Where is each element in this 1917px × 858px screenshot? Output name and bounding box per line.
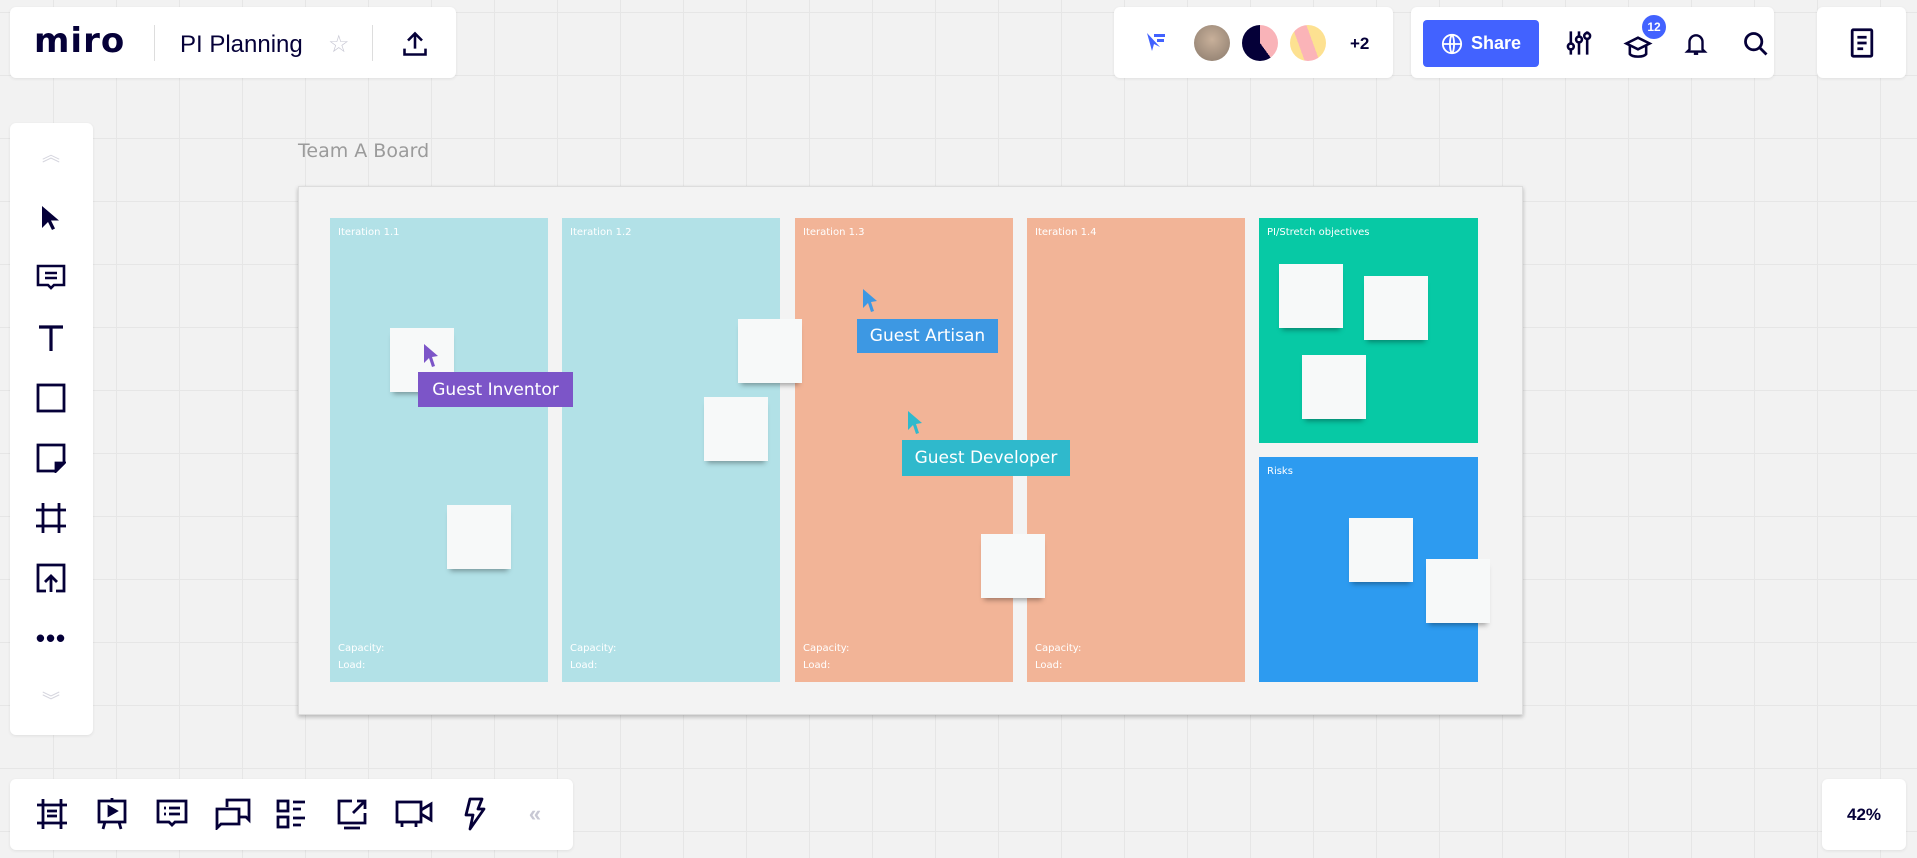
sticky-note[interactable]	[1349, 518, 1413, 582]
bottom-toolbar: «	[10, 779, 573, 850]
bell-icon[interactable]	[1681, 29, 1711, 59]
select-cursor-icon[interactable]	[34, 201, 68, 235]
text-tool-icon[interactable]	[34, 321, 68, 355]
cursor-label-guest-inventor: Guest Inventor	[418, 372, 573, 407]
learning-cap-icon[interactable]	[1621, 31, 1655, 63]
column-iteration-1-1[interactable]: Iteration 1.1 Capacity: Load:	[330, 218, 548, 682]
search-icon[interactable]	[1741, 29, 1771, 59]
video-call-icon[interactable]	[394, 796, 434, 832]
card-list-icon[interactable]	[274, 796, 310, 832]
sticky-note[interactable]	[1426, 559, 1490, 623]
star-icon[interactable]: ☆	[328, 31, 350, 58]
frames-icon[interactable]	[34, 796, 70, 832]
column-title: Iteration 1.4	[1035, 227, 1097, 238]
screen-share-icon[interactable]	[334, 796, 370, 832]
avatar[interactable]	[1194, 25, 1230, 61]
frame-icon[interactable]	[34, 501, 68, 535]
share-label: Share	[1470, 33, 1522, 53]
zoom-value: 42%	[1846, 804, 1882, 824]
globe-icon	[1441, 33, 1463, 54]
follow-cursor-icon[interactable]	[1144, 31, 1168, 55]
left-toolbar: ︽ ••• ︾	[10, 123, 93, 735]
miro-logo[interactable]: miro	[34, 21, 126, 61]
presentation-icon[interactable]	[94, 796, 130, 832]
divider	[372, 25, 373, 61]
settings-sliders-icon[interactable]	[1563, 27, 1595, 59]
frame-title[interactable]: Team A Board	[298, 140, 430, 162]
column-title: Iteration 1.3	[803, 227, 865, 238]
chat-icon[interactable]	[214, 796, 252, 832]
sticky-note[interactable]	[1279, 264, 1343, 328]
collapse-toolbar-icon[interactable]: «	[528, 801, 542, 826]
upload-file-icon[interactable]	[34, 561, 68, 595]
cursor-label-guest-artisan: Guest Artisan	[857, 319, 998, 353]
sticky-note[interactable]	[738, 319, 802, 383]
lightning-apps-icon[interactable]	[456, 796, 492, 832]
cursor-icon	[424, 344, 438, 367]
sticky-note[interactable]	[1364, 276, 1428, 340]
cursor-label-guest-developer: Guest Developer	[902, 440, 1070, 476]
sticky-note[interactable]	[981, 534, 1045, 598]
capacity-label: Capacity:	[570, 643, 617, 654]
upload-icon[interactable]	[398, 27, 432, 61]
cursor-icon	[863, 289, 877, 312]
zoom-level[interactable]: 42%	[1822, 779, 1906, 850]
board-header: miro PI Planning ☆	[10, 7, 456, 78]
board-outline-button[interactable]	[1817, 7, 1906, 78]
capacity-label: Capacity:	[1035, 643, 1082, 654]
sticky-note[interactable]	[1302, 355, 1366, 419]
objectives-title: PI/Stretch objectives	[1267, 227, 1370, 238]
rectangle-shape-icon[interactable]	[34, 381, 68, 415]
risks-title: Risks	[1267, 466, 1293, 477]
comment-text-icon[interactable]	[34, 261, 68, 295]
sticky-note[interactable]	[447, 505, 511, 569]
column-title: Iteration 1.2	[570, 227, 632, 238]
avatar[interactable]	[1242, 25, 1278, 61]
share-button[interactable]: Share	[1423, 20, 1539, 67]
document-icon	[1850, 27, 1873, 58]
avatar[interactable]	[1290, 25, 1326, 61]
comments-icon[interactable]	[154, 796, 190, 832]
actions-panel: Share 12	[1411, 7, 1774, 78]
load-label: Load:	[570, 660, 598, 671]
board-title[interactable]: PI Planning	[180, 31, 303, 58]
scroll-down-icon[interactable]: ︾	[42, 691, 60, 711]
notification-badge: 12	[1642, 15, 1666, 39]
capacity-label: Capacity:	[803, 643, 850, 654]
scroll-up-icon[interactable]: ︽	[42, 145, 60, 165]
sticky-note[interactable]	[704, 397, 768, 461]
load-label: Load:	[338, 660, 366, 671]
column-title: Iteration 1.1	[338, 227, 400, 238]
load-label: Load:	[1035, 660, 1063, 671]
capacity-label: Capacity:	[338, 643, 385, 654]
load-label: Load:	[803, 660, 831, 671]
cursor-icon	[908, 411, 922, 434]
more-collaborators[interactable]: +2	[1350, 34, 1370, 53]
divider	[154, 25, 155, 61]
sticky-note-icon[interactable]	[34, 441, 68, 475]
collaborators-panel: +2	[1114, 7, 1393, 78]
more-tools-icon[interactable]: •••	[35, 622, 67, 653]
